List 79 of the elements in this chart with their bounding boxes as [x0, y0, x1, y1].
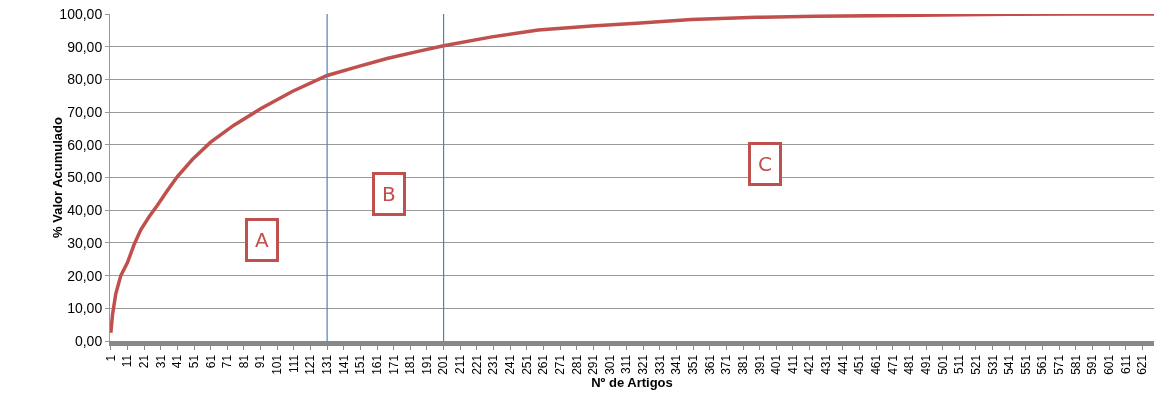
- x-tick-label: 231: [486, 354, 501, 375]
- x-tick-label: 21: [137, 354, 152, 369]
- x-tick-label: 181: [403, 354, 418, 375]
- x-tick-label: 341: [669, 354, 684, 375]
- x-tick-label: 251: [519, 354, 534, 375]
- y-axis-title: % Valor Acumulado: [50, 117, 66, 238]
- y-tick-label: 80,00: [67, 71, 103, 88]
- x-tick-label: 541: [1002, 354, 1017, 375]
- x-tick-label: 351: [686, 354, 701, 375]
- x-tick-label: 171: [386, 354, 401, 375]
- x-tick-label: 311: [619, 354, 634, 374]
- x-tick-label: 141: [336, 354, 351, 375]
- x-tick-label: 481: [902, 354, 917, 375]
- x-tick-label: 111: [286, 354, 301, 374]
- y-tick-label: 90,00: [67, 38, 103, 55]
- x-tick-label: 321: [636, 354, 651, 375]
- x-tick-label: 591: [1085, 354, 1100, 375]
- y-tick-label: 60,00: [67, 136, 103, 153]
- x-tick-label: 221: [469, 354, 484, 375]
- x-tick-label: 211: [453, 354, 468, 374]
- y-tick-label: 70,00: [67, 104, 103, 120]
- x-tick-label: 491: [918, 354, 933, 375]
- annotation: B: [382, 182, 396, 206]
- x-tick-label: 11: [120, 354, 135, 368]
- x-tick-label: 521: [968, 354, 983, 375]
- annotation: C: [758, 152, 772, 176]
- x-tick-label: 121: [303, 354, 318, 375]
- x-tick-label: 101: [270, 354, 285, 375]
- x-tick-label: 371: [719, 354, 734, 375]
- x-tick-label: 621: [1135, 354, 1150, 375]
- x-axis-title: Nº de Artigos: [591, 374, 673, 390]
- x-tick-label: 421: [802, 354, 817, 375]
- y-tick-label: 30,00: [67, 234, 103, 251]
- y-tick-label: 10,00: [67, 300, 103, 317]
- x-tick-label: 471: [885, 354, 900, 375]
- x-tick-label: 271: [552, 354, 567, 375]
- y-tick-label: 20,00: [67, 267, 103, 284]
- x-tick-label: 191: [419, 354, 434, 375]
- x-tick-label: 431: [819, 354, 834, 375]
- x-tick-label: 61: [203, 354, 218, 369]
- x-tick-label: 571: [1052, 354, 1067, 375]
- x-tick-label: 281: [569, 354, 584, 375]
- annotation: A: [255, 228, 269, 252]
- x-tick-label: 1: [103, 354, 118, 362]
- x-tick-label: 391: [752, 354, 767, 375]
- x-tick-label: 461: [869, 354, 884, 375]
- x-tick-label: 381: [735, 354, 750, 375]
- x-tick-label: 331: [652, 354, 667, 375]
- x-tick-label: 441: [835, 354, 850, 375]
- y-tick-label: 100,00: [59, 5, 103, 22]
- x-tick-label: 31: [153, 354, 168, 369]
- x-tick-label: 151: [353, 354, 368, 375]
- x-tick-label: 561: [1035, 354, 1050, 375]
- x-tick-label: 51: [186, 354, 201, 369]
- x-tick-label: 241: [503, 354, 518, 375]
- x-tick-label: 301: [602, 354, 617, 375]
- x-tick-label: 501: [935, 354, 950, 375]
- x-tick-label: 261: [536, 354, 551, 375]
- y-tick-label: 50,00: [67, 169, 103, 186]
- x-tick-label: 581: [1068, 354, 1083, 375]
- x-tick-label: 71: [220, 354, 235, 369]
- x-tick-label: 161: [369, 354, 384, 375]
- y-tick-label: 40,00: [67, 202, 103, 219]
- x-tick-label: 91: [253, 354, 268, 369]
- x-tick-label: 611: [1118, 354, 1133, 374]
- x-tick-label: 451: [852, 354, 867, 375]
- x-tick-label: 131: [320, 354, 335, 375]
- x-tick-label: 601: [1101, 354, 1116, 375]
- x-tick-label: 41: [170, 354, 185, 369]
- x-tick-label: 361: [702, 354, 717, 375]
- x-tick-label: 551: [1018, 354, 1033, 375]
- x-tick-label: 531: [985, 354, 1000, 375]
- x-tick-label: 411: [785, 354, 800, 374]
- x-tick-label: 291: [586, 354, 601, 375]
- y-tick-label: 0,00: [74, 332, 103, 349]
- x-tick-label: 401: [769, 354, 784, 375]
- x-tick-label: 81: [236, 354, 251, 369]
- x-tick-label: 201: [436, 354, 451, 375]
- x-tick-label: 511: [952, 354, 967, 374]
